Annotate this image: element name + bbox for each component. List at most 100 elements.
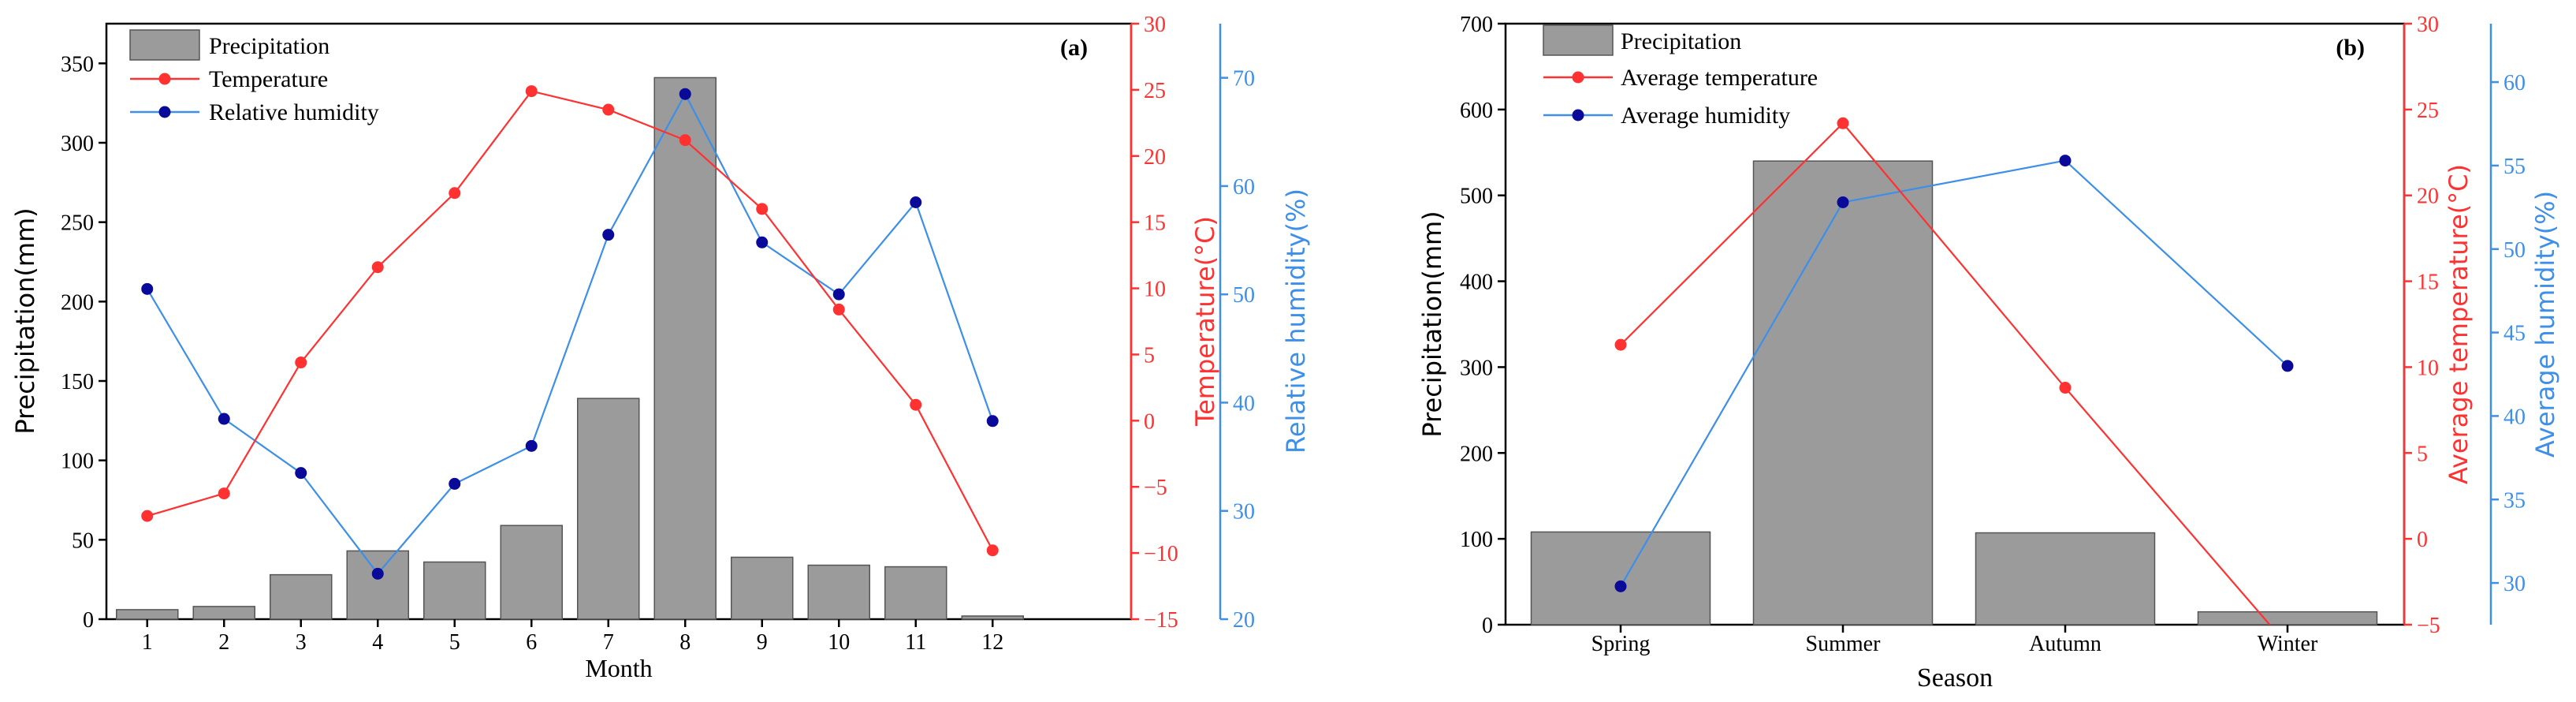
legend-label-precipitation-b: Precipitation (1621, 28, 1741, 54)
humidity-point (2281, 360, 2294, 372)
y3-tick-label: 35 (2503, 488, 2526, 513)
y-tick-label: 100 (1460, 528, 1493, 552)
y-tick-label: 250 (61, 211, 94, 236)
x-axis-title-b: Season (1917, 663, 1993, 693)
panel-label-a: (a) (1060, 35, 1088, 61)
y2-tick-label: 20 (1144, 145, 1166, 170)
y2-tick-label: 30 (2417, 13, 2439, 37)
x-tick-label: 4 (372, 630, 383, 655)
y-tick-label: 500 (1460, 185, 1493, 209)
y-tick-label: 50 (72, 528, 94, 553)
x-tick-label: 11 (905, 630, 926, 655)
temperature-point (1614, 338, 1627, 351)
precipitation-bar (961, 615, 1024, 620)
y2-tick-label: 20 (2417, 185, 2439, 209)
y3-tick-label: 50 (1233, 283, 1255, 308)
precipitation-bar (346, 550, 409, 620)
temperature-point (2059, 382, 2072, 394)
x-tick-label: 10 (828, 630, 850, 655)
humidity-point (218, 413, 230, 425)
humidity-point (602, 229, 615, 241)
y2-tick-label: 25 (2417, 99, 2439, 123)
legend-label-humidity-a: Relative humidity (209, 99, 379, 125)
humidity-point (449, 477, 461, 490)
x-tick-label: 3 (296, 630, 307, 655)
humidity-point (986, 415, 999, 428)
humidity-point (525, 439, 538, 452)
y3-tick-label: 60 (1233, 175, 1255, 200)
y3-tick-label: 60 (2503, 71, 2526, 95)
legend-marker-temperature-b (1572, 71, 1584, 84)
y-tick-label: 0 (83, 608, 94, 633)
humidity-point (679, 88, 691, 100)
legend-marker-humidity-b (1572, 109, 1584, 121)
series-lines-b (1614, 117, 2294, 625)
precipitation-bar (1752, 160, 1934, 625)
legend-marker-temperature-a (158, 73, 171, 85)
x-tick-label: Summer (1806, 632, 1882, 656)
temperature-point (449, 187, 461, 200)
y-tick-label: 100 (61, 450, 94, 474)
precipitation-bar (116, 609, 179, 620)
y-tick-label: 200 (61, 290, 94, 315)
y3-tick-label: 30 (2503, 572, 2526, 596)
y3-tick-label: 20 (1233, 608, 1255, 633)
legend-label-temperature-a: Temperature (209, 66, 328, 92)
temperature-point (525, 85, 538, 98)
y2-tick-label: 10 (2417, 356, 2439, 380)
x-tick-label: 7 (603, 630, 614, 655)
y3-tick-label: 55 (2503, 155, 2526, 179)
humidity-point (295, 467, 307, 480)
temperature-point (218, 487, 230, 500)
temperature-point (832, 303, 845, 316)
panel-label-b: (b) (2336, 35, 2365, 61)
humidity-point (371, 567, 384, 580)
y2-tick-label: 10 (1144, 278, 1166, 302)
temperature-point (602, 103, 615, 116)
precipitation-bar (192, 606, 255, 620)
y-axis-title-b: Precipitation(mm) (1417, 211, 1447, 437)
axes-b: 0 100 200 300 400 500 600 700 −5 0 5 10 15 20 25 30 30 35… (1460, 13, 2526, 656)
legend-label-humidity-b: Average humidity (1621, 103, 1790, 129)
y2-tick-label: 25 (1144, 79, 1166, 103)
legend-marker-humidity-a (158, 106, 171, 118)
precipitation-bar (270, 573, 333, 620)
precipitation-bars-b (1530, 160, 2378, 625)
y-tick-label: 700 (1460, 13, 1493, 37)
temperature-point (986, 544, 999, 557)
y2-tick-label: 30 (1144, 13, 1166, 37)
legend-swatch-precipitation-b (1543, 24, 1614, 56)
humidity-point (1614, 580, 1627, 592)
x-tick-label: 1 (142, 630, 153, 655)
humidity-point (910, 196, 922, 208)
y3-tick-label: 40 (2503, 405, 2526, 429)
y3-tick-label: 40 (1233, 391, 1255, 416)
precipitation-bar (1975, 532, 2156, 625)
humidity-point (1837, 196, 1849, 208)
precipitation-bar (577, 398, 640, 620)
legend-a: Precipitation Temperature Relative humid… (129, 29, 379, 125)
humidity-point (756, 236, 769, 248)
legend-swatch-precipitation-a (129, 29, 200, 61)
precipitation-bar (423, 561, 486, 620)
precipitation-bar (807, 564, 870, 620)
humidity-point (2059, 155, 2072, 167)
y2-tick-label: 0 (1144, 409, 1155, 434)
y2-tick-label: −15 (1144, 608, 1178, 633)
y-tick-label: 300 (61, 132, 94, 156)
humidity-line (146, 91, 994, 576)
temperature-point (910, 398, 922, 411)
axes-a: 050100150200250300350−15−10−505101520253… (61, 13, 1255, 655)
x-axis-title-a: Month (585, 654, 652, 682)
x-tick-label: 12 (981, 630, 1003, 655)
x-tick-label: 5 (449, 630, 460, 655)
y2-axis-title-b: Average temperature(°C) (2444, 164, 2474, 484)
y-tick-label: 350 (61, 52, 94, 77)
temperature-line (1620, 121, 2271, 625)
y2-tick-label: 15 (1144, 211, 1166, 236)
y3-axis-title-b: Average humidity(%) (2530, 191, 2560, 457)
x-tick-label: 6 (526, 630, 537, 655)
temperature-point (1837, 117, 1849, 129)
y-tick-label: 600 (1460, 99, 1493, 123)
